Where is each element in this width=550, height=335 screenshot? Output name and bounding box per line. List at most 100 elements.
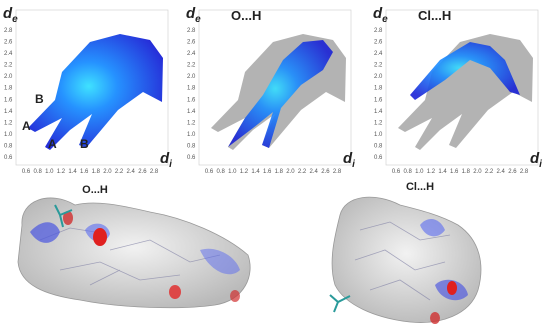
- y-tick-label: 2.2: [4, 63, 13, 69]
- x-tick-label: 2.4: [310, 169, 319, 175]
- point-cloud: [28, 34, 163, 150]
- fingerprint-plot: 0.60.60.80.81.01.01.21.21.41.41.61.61.81…: [3, 5, 172, 175]
- y-tick-label: 2.4: [374, 51, 383, 57]
- x-axis-label: di: [530, 150, 542, 170]
- y-axis-label-sub: e: [195, 14, 201, 25]
- y-axis-label-sub: e: [12, 14, 18, 25]
- x-tick-label: 1.0: [45, 169, 54, 175]
- fingerprint-plot: 0.60.60.80.81.01.01.21.21.41.41.61.61.81…: [373, 5, 542, 175]
- y-tick-label: 2.2: [187, 63, 196, 69]
- x-tick-label: 2.6: [321, 169, 330, 175]
- x-tick-label: 2.8: [150, 169, 159, 175]
- x-tick-label: 2.0: [286, 169, 295, 175]
- y-tick-label: 0.8: [187, 143, 196, 149]
- y-tick-label: 2.0: [374, 74, 383, 80]
- y-axis-label: de: [373, 5, 388, 25]
- plot-title: Cl...H: [418, 8, 451, 23]
- x-tick-label: 0.8: [216, 169, 225, 175]
- x-axis-label-sub: i: [539, 159, 542, 170]
- x-tick-label: 0.6: [392, 169, 401, 175]
- x-tick-label: 1.0: [415, 169, 424, 175]
- annotation: B: [35, 92, 44, 106]
- x-axis-label-sub: i: [352, 159, 355, 170]
- annotation: A: [48, 137, 57, 151]
- y-tick-label: 1.0: [374, 132, 383, 138]
- x-tick-label: 1.2: [427, 169, 436, 175]
- y-tick-label: 2.6: [4, 40, 13, 46]
- y-axis-label: de: [3, 5, 18, 25]
- y-tick-label: 1.0: [4, 132, 13, 138]
- hirshfeld-surface-right: [329, 196, 482, 324]
- y-tick-label: 1.6: [4, 97, 13, 103]
- plot-frame: [198, 9, 352, 166]
- y-axis-label-sub: e: [382, 14, 388, 25]
- x-tick-label: 2.0: [103, 169, 112, 175]
- y-tick-label: 1.2: [374, 120, 383, 126]
- fingerprint-plots: 0.60.60.80.81.01.01.21.21.41.41.61.61.81…: [3, 5, 542, 175]
- y-tick-label: 1.4: [374, 109, 383, 115]
- y-tick-label: 1.2: [187, 120, 196, 126]
- y-tick-label: 2.8: [4, 28, 13, 34]
- y-axis-label: de: [186, 5, 201, 25]
- y-tick-label: 0.6: [4, 155, 13, 161]
- y-tick-label: 1.4: [187, 109, 196, 115]
- y-tick-label: 1.2: [4, 120, 13, 126]
- x-tick-label: 1.0: [228, 169, 237, 175]
- y-tick-label: 0.8: [374, 143, 383, 149]
- x-tick-label: 1.6: [263, 169, 272, 175]
- x-tick-label: 1.2: [240, 169, 249, 175]
- x-axis-label: di: [160, 150, 172, 170]
- y-tick-label: 2.4: [187, 51, 196, 57]
- point-cloud-contact: [228, 40, 333, 148]
- y-tick-label: 2.6: [374, 40, 383, 46]
- y-tick-label: 0.6: [187, 155, 196, 161]
- x-tick-label: 1.8: [462, 169, 471, 175]
- x-tick-label: 2.2: [485, 169, 494, 175]
- y-tick-label: 1.6: [374, 97, 383, 103]
- y-tick-label: 1.4: [4, 109, 13, 115]
- y-tick-label: 1.0: [187, 132, 196, 138]
- x-tick-label: 0.6: [22, 169, 31, 175]
- plot-frame: [385, 9, 539, 166]
- x-tick-label: 2.8: [520, 169, 529, 175]
- y-tick-label: 1.6: [187, 97, 196, 103]
- x-tick-label: 1.6: [80, 169, 89, 175]
- point-cloud-contact: [410, 42, 520, 100]
- y-tick-label: 1.8: [187, 86, 196, 92]
- x-tick-label: 1.4: [438, 169, 447, 175]
- x-tick-label: 2.4: [127, 169, 136, 175]
- hirshfeld-surface-left: [17, 197, 251, 309]
- x-tick-label: 1.4: [251, 169, 260, 175]
- x-tick-label: 1.4: [68, 169, 77, 175]
- y-tick-label: 2.6: [187, 40, 196, 46]
- x-tick-label: 2.6: [508, 169, 517, 175]
- x-tick-label: 0.6: [205, 169, 214, 175]
- annotation: A: [22, 119, 31, 133]
- y-tick-label: 2.8: [187, 28, 196, 34]
- x-axis-label: di: [343, 150, 355, 170]
- x-tick-label: 2.2: [298, 169, 307, 175]
- x-tick-label: 2.4: [497, 169, 506, 175]
- y-tick-label: 2.0: [4, 74, 13, 80]
- x-tick-label: 0.8: [403, 169, 412, 175]
- y-tick-label: 1.8: [374, 86, 383, 92]
- y-tick-label: 2.8: [374, 28, 383, 34]
- y-tick-label: 1.8: [4, 86, 13, 92]
- x-tick-label: 0.8: [33, 169, 42, 175]
- y-tick-label: 2.2: [374, 63, 383, 69]
- y-tick-label: 0.6: [374, 155, 383, 161]
- x-tick-label: 1.6: [450, 169, 459, 175]
- y-tick-label: 2.0: [187, 74, 196, 80]
- plot-title: O...H: [231, 8, 261, 23]
- annotation: B: [80, 137, 89, 151]
- fingerprint-plot: 0.60.60.80.81.01.01.21.21.41.41.61.61.81…: [186, 5, 355, 175]
- x-tick-label: 2.6: [138, 169, 147, 175]
- surface-label: Cl...H: [406, 181, 434, 193]
- x-tick-label: 2.8: [333, 169, 342, 175]
- x-axis-label-sub: i: [169, 159, 172, 170]
- x-tick-label: 1.8: [92, 169, 101, 175]
- x-tick-label: 1.8: [275, 169, 284, 175]
- y-tick-label: 2.4: [4, 51, 13, 57]
- x-tick-label: 2.2: [115, 169, 124, 175]
